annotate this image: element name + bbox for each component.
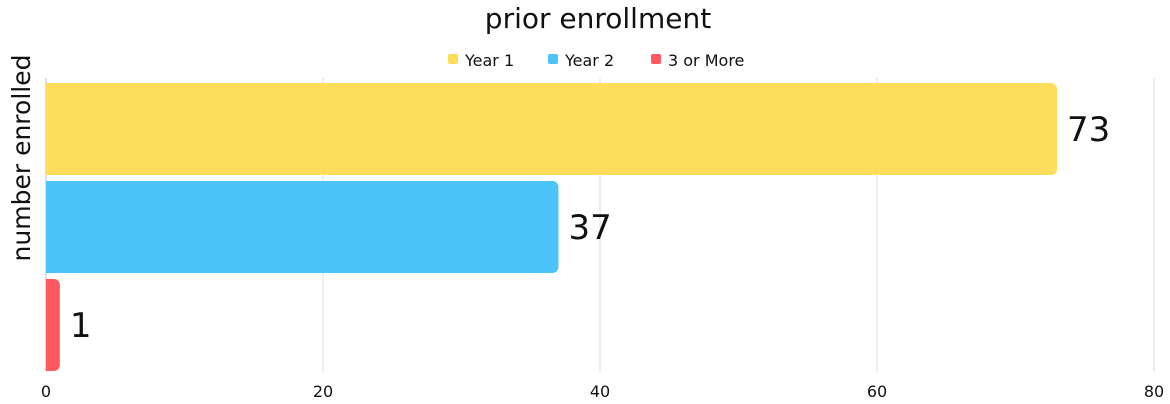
x-tick-label-40: 40 [590, 382, 610, 400]
legend-swatch-3-or-more [651, 54, 661, 64]
data-labels: 73 37 1 [70, 110, 1110, 346]
data-label-3-or-more: 1 [70, 306, 92, 346]
bar-3-or-more-base [46, 279, 54, 371]
x-tick-label-20: 20 [313, 382, 333, 400]
legend: Year 1 Year 2 3 or More [448, 51, 744, 70]
x-tick-label-80: 80 [1144, 382, 1164, 400]
data-label-year-1: 73 [1067, 110, 1110, 150]
bar-year-1-base [46, 83, 54, 175]
x-tick-label-60: 60 [867, 382, 887, 400]
y-axis-label: number enrolled [7, 55, 36, 262]
legend-swatch-year-2 [548, 54, 558, 64]
bar-year-1 [46, 83, 1058, 175]
legend-label-3-or-more: 3 or More [668, 51, 744, 70]
x-tick-label-0: 0 [41, 382, 51, 400]
legend-label-year-2: Year 2 [564, 51, 614, 70]
legend-swatch-year-1 [448, 54, 458, 64]
bars [46, 83, 1058, 371]
legend-label-year-1: Year 1 [464, 51, 514, 70]
bar-year-2-base [46, 181, 54, 273]
x-axis-ticks: 0 20 40 60 80 [41, 382, 1164, 401]
data-label-year-2: 37 [568, 208, 611, 248]
chart-title: prior enrollment [485, 2, 711, 35]
bar-year-2 [46, 181, 559, 273]
